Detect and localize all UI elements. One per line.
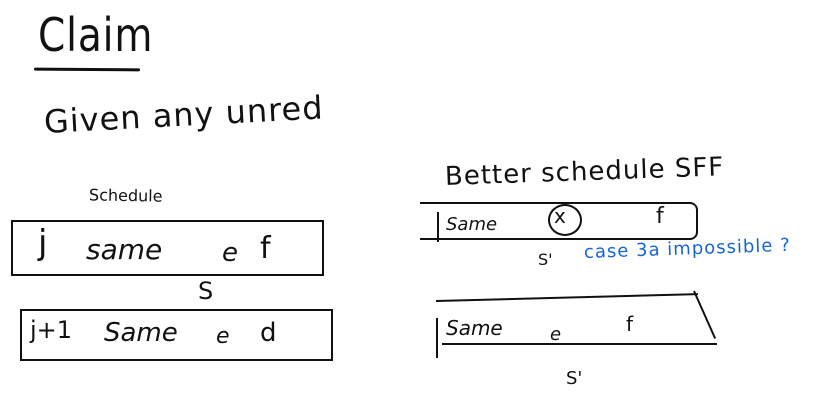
crossed-circle-icon xyxy=(548,204,582,236)
s-prime-label-1: S' xyxy=(538,250,553,269)
better-schedule-label: Better schedule SFF xyxy=(444,152,725,192)
better-box-2-bottom xyxy=(442,343,717,345)
better-box-1 xyxy=(420,202,698,240)
box3-f: f xyxy=(656,204,664,229)
better-box-2-left xyxy=(436,318,438,358)
box3-x: x xyxy=(554,204,566,228)
schedule-box-1 xyxy=(11,220,324,276)
box2-d: d xyxy=(260,318,277,348)
better-box-2-right xyxy=(693,290,717,339)
schedule-box-2 xyxy=(20,309,333,361)
claim-title: Claim xyxy=(38,8,154,62)
box2-same: Same xyxy=(104,318,178,348)
box1-j: j xyxy=(38,223,48,263)
schedule-s-label: S xyxy=(198,277,214,305)
schedule-label: Schedule xyxy=(88,185,163,206)
box1-e: e xyxy=(222,238,238,268)
better-box-1-left-edge xyxy=(437,212,439,242)
box1-f: f xyxy=(260,231,271,266)
box2-j: j+1 xyxy=(30,316,73,344)
box2-e: e xyxy=(216,324,230,349)
box1-same: same xyxy=(86,233,163,266)
box4-same: Same xyxy=(446,316,503,340)
blue-note: case 3a impossible ? xyxy=(583,234,792,263)
box4-f: f xyxy=(626,312,634,336)
title-underline xyxy=(33,67,141,72)
s-prime-label-2: S' xyxy=(566,368,583,389)
given-line: Given any unred xyxy=(43,88,325,141)
box3-same: Same xyxy=(446,214,498,235)
better-box-2-top xyxy=(435,293,698,302)
box4-e: e xyxy=(550,324,562,345)
